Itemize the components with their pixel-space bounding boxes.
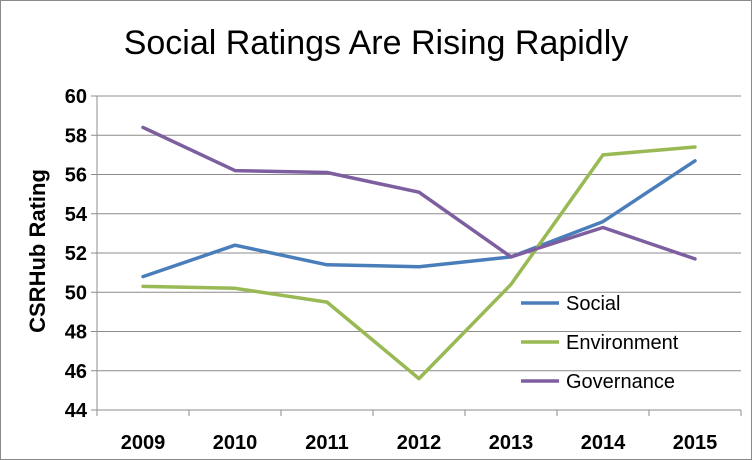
axes [91,95,742,416]
x-tick-label: 2015 [673,432,718,454]
y-tick-label: 58 [65,125,87,147]
y-tick-label: 48 [65,322,87,344]
series-line-environment [141,145,697,381]
series-line-social [141,159,697,279]
chart-title: Social Ratings Are Rising Rapidly [124,24,629,62]
x-tick-label: 2011 [305,432,348,454]
y-tick-label: 60 [65,86,87,108]
y-axis-label: CSRHub Rating [25,169,50,333]
legend-label-social: Social [566,293,620,315]
series-line-governance [141,125,697,261]
x-tick-label: 2014 [581,432,626,454]
x-tick-label: 2012 [397,432,442,454]
series-lines [141,125,697,381]
y-tick-label: 44 [65,400,88,422]
x-tick-label: 2010 [213,432,258,454]
x-tick-labels: 2009 2010 2011 2012 2013 2014 2015 [121,432,718,454]
legend-label-environment: Environment [566,332,679,354]
legend-label-governance: Governance [566,371,675,393]
y-tick-label: 46 [65,361,87,383]
y-tick-label: 56 [65,165,87,187]
gridlines [97,95,741,372]
y-tick-labels: 44 46 48 50 52 54 56 58 60 [65,86,88,422]
y-tick-label: 52 [65,243,87,265]
y-tick-label: 54 [65,204,88,226]
y-tick-label: 50 [65,282,87,304]
legend: Social Environment Governance [521,293,679,393]
x-tick-label: 2009 [121,432,166,454]
x-tick-label: 2013 [489,432,534,454]
